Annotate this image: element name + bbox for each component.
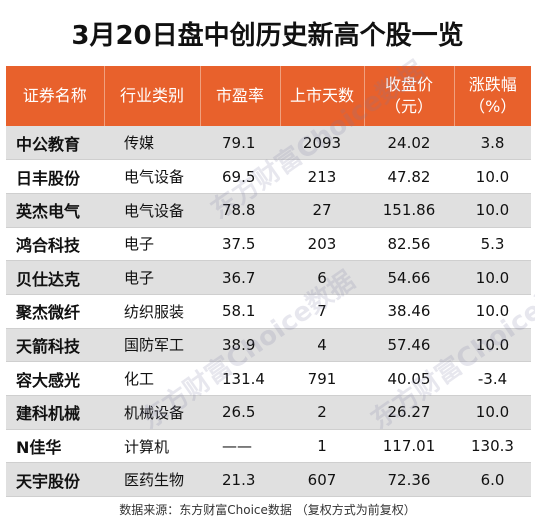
change-pct-cell: 3.8 (454, 126, 531, 161)
close-price-cell: 24.02 (364, 126, 454, 161)
listed-days-cell: 203 (280, 227, 364, 262)
column-header-label: 行业类别 (119, 86, 184, 105)
change-pct-cell: 10.0 (454, 159, 531, 194)
table-row: 聚杰微纤 纺织服装 58.1 7 38.46 10.0 (6, 294, 531, 329)
listed-days-cell: 6 (280, 260, 364, 295)
industry-cell: 电子 (104, 227, 200, 262)
close-price-cell: 117.01 (364, 429, 454, 464)
listed-days-cell: 607 (280, 462, 364, 498)
page-title: 3月20日盘中创历史新高个股一览 (71, 20, 464, 51)
column-header-label: 市盈率 (215, 86, 264, 105)
column-header: 上市天数 (280, 66, 365, 126)
pe-ratio-cell: 36.7 (200, 260, 280, 295)
change-pct-cell: 10.0 (454, 328, 531, 363)
column-header: 收盘价 （元） (364, 66, 455, 126)
stock-name-cell: 中公教育 (6, 126, 104, 161)
change-pct-cell: 10.0 (454, 294, 531, 329)
pe-ratio-cell: 58.1 (200, 294, 280, 329)
stock-name-cell: N佳华 (6, 429, 104, 464)
listed-days-cell: 791 (280, 361, 364, 396)
close-price-cell: 72.36 (364, 462, 454, 498)
pe-ratio-cell: 37.5 (200, 227, 280, 262)
column-header-label: 收盘价 (384, 75, 433, 94)
change-pct-cell: 130.3 (454, 429, 531, 464)
stock-table: 证券名称 行业类别 市盈率 上市天数 收盘价 （元） 涨跌幅 （%） 中公教育 传媒 79.1 20… (6, 66, 531, 498)
change-pct-cell: 10.0 (454, 395, 531, 430)
table-row: 鸿合科技 电子 37.5 203 82.56 5.3 (6, 227, 531, 262)
stock-name-cell: 建科机械 (6, 395, 104, 430)
industry-cell: 纺织服装 (104, 294, 200, 329)
stock-name-cell: 天宇股份 (6, 462, 104, 498)
stock-name-cell: 鸿合科技 (6, 227, 104, 262)
column-header: 涨跌幅 （%） (454, 66, 531, 126)
table-row: 日丰股份 电气设备 69.5 213 47.82 10.0 (6, 159, 531, 194)
table-header-row: 证券名称 行业类别 市盈率 上市天数 收盘价 （元） 涨跌幅 （%） (6, 66, 531, 126)
pe-ratio-cell: 26.5 (200, 395, 280, 430)
listed-days-cell: 2 (280, 395, 364, 430)
pe-ratio-cell: 131.4 (200, 361, 280, 396)
close-price-cell: 57.46 (364, 328, 454, 363)
column-header: 市盈率 (200, 66, 281, 126)
pe-ratio-cell: 69.5 (200, 159, 280, 194)
close-price-cell: 38.46 (364, 294, 454, 329)
close-price-cell: 54.66 (364, 260, 454, 295)
pe-ratio-cell: 21.3 (200, 462, 280, 498)
industry-cell: 机械设备 (104, 395, 200, 430)
column-header: 证券名称 (6, 66, 105, 126)
close-price-cell: 26.27 (364, 395, 454, 430)
column-header-label: 证券名称 (22, 86, 87, 105)
industry-cell: 电气设备 (104, 193, 200, 228)
stock-name-cell: 贝仕达克 (6, 260, 104, 295)
table-row: 英杰电气 电气设备 78.8 27 151.86 10.0 (6, 193, 531, 228)
industry-cell: 电气设备 (104, 159, 200, 194)
pe-ratio-cell: —— (200, 429, 280, 464)
listed-days-cell: 27 (280, 193, 364, 228)
column-header-label: 上市天数 (289, 86, 354, 105)
table-row: 贝仕达克 电子 36.7 6 54.66 10.0 (6, 260, 531, 295)
listed-days-cell: 213 (280, 159, 364, 194)
industry-cell: 计算机 (104, 429, 200, 464)
table-row: 建科机械 机械设备 26.5 2 26.27 10.0 (6, 395, 531, 430)
listed-days-cell: 1 (280, 429, 364, 464)
close-price-cell: 47.82 (364, 159, 454, 194)
stock-name-cell: 天箭科技 (6, 328, 104, 363)
table-row: 天箭科技 国防军工 38.9 4 57.46 10.0 (6, 328, 531, 363)
table-row: 天宇股份 医药生物 21.3 607 72.36 6.0 (6, 462, 531, 498)
column-header: 行业类别 (104, 66, 201, 126)
listed-days-cell: 4 (280, 328, 364, 363)
change-pct-cell: 10.0 (454, 260, 531, 295)
table-body: 中公教育 传媒 79.1 2093 24.02 3.8 日丰股份 电气设备 69.5 213 47.… (6, 126, 531, 498)
close-price-cell: 40.05 (364, 361, 454, 396)
stock-name-cell: 日丰股份 (6, 159, 104, 194)
industry-cell: 医药生物 (104, 462, 200, 498)
stock-name-cell: 容大感光 (6, 361, 104, 396)
pe-ratio-cell: 78.8 (200, 193, 280, 228)
column-header-label: （元） (384, 97, 433, 116)
change-pct-cell: 10.0 (454, 193, 531, 228)
industry-cell: 国防军工 (104, 328, 200, 363)
industry-cell: 传媒 (104, 126, 200, 161)
industry-cell: 化工 (104, 361, 200, 396)
table-row: 容大感光 化工 131.4 791 40.05 -3.4 (6, 361, 531, 396)
stock-name-cell: 英杰电气 (6, 193, 104, 228)
industry-cell: 电子 (104, 260, 200, 295)
data-source-footer: 数据来源：东方财富Choice数据 （复权方式为前复权） (119, 502, 416, 517)
listed-days-cell: 7 (280, 294, 364, 329)
pe-ratio-cell: 38.9 (200, 328, 280, 363)
stock-name-cell: 聚杰微纤 (6, 294, 104, 329)
change-pct-cell: -3.4 (454, 361, 531, 396)
close-price-cell: 82.56 (364, 227, 454, 262)
column-header-label: 涨跌幅 (468, 75, 517, 94)
listed-days-cell: 2093 (280, 126, 364, 161)
pe-ratio-cell: 79.1 (200, 126, 280, 161)
column-header-label: （%） (469, 97, 517, 116)
table-row: N佳华 计算机 —— 1 117.01 130.3 (6, 429, 531, 464)
change-pct-cell: 5.3 (454, 227, 531, 262)
table-row: 中公教育 传媒 79.1 2093 24.02 3.8 (6, 126, 531, 161)
close-price-cell: 151.86 (364, 193, 454, 228)
change-pct-cell: 6.0 (454, 462, 531, 498)
